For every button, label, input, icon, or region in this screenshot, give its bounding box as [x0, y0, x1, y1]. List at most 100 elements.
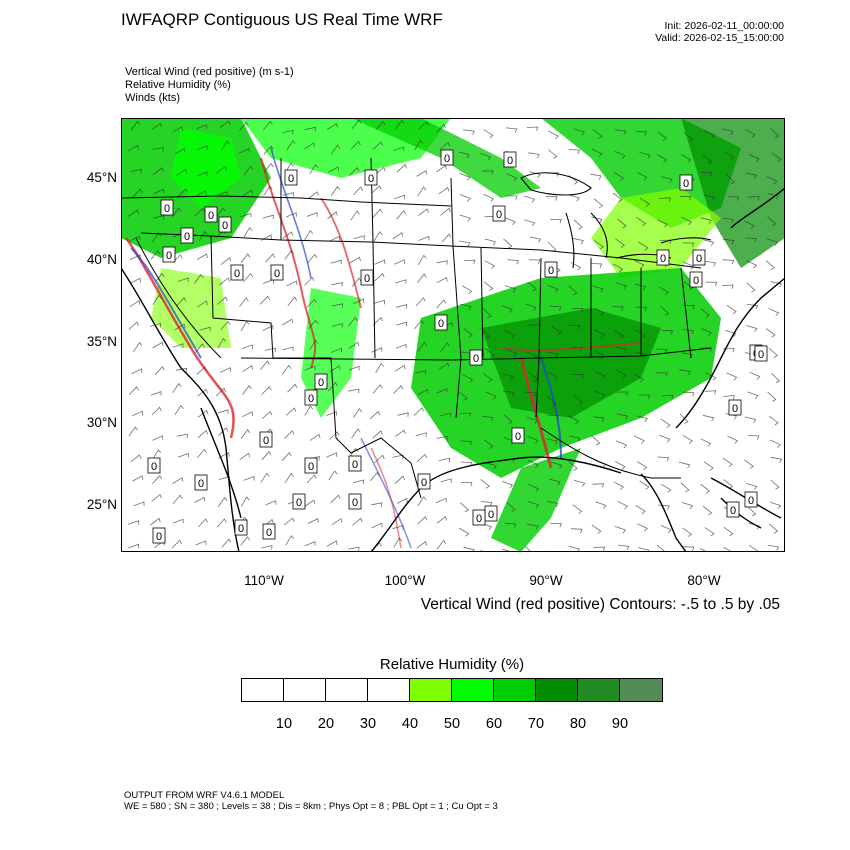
wind-barb	[326, 452, 338, 458]
wind-barb	[307, 517, 319, 524]
wind-barb	[261, 450, 272, 461]
svg-text:0: 0	[352, 497, 358, 509]
station-marker: 0	[204, 206, 218, 223]
svg-text:0: 0	[352, 459, 358, 471]
wind-barb	[393, 194, 405, 200]
wind-barb	[528, 259, 541, 264]
colorbar-label: 50	[443, 716, 461, 732]
station-marker: 0	[503, 151, 517, 168]
station-marker: 0	[692, 249, 706, 266]
wind-barb	[197, 409, 209, 418]
wind-barb	[350, 140, 361, 150]
wind-barb	[177, 277, 189, 283]
wind-barb	[704, 260, 717, 267]
wind-barb	[438, 457, 451, 463]
wind-barb	[506, 195, 518, 200]
wind-barb	[417, 388, 429, 395]
wind-barb	[661, 394, 674, 400]
svg-text:0: 0	[696, 253, 702, 265]
svg-text:0: 0	[444, 153, 450, 165]
wind-barb	[436, 260, 448, 265]
wind-barb	[482, 308, 492, 319]
wind-barb	[485, 391, 497, 400]
wind-barb	[216, 191, 228, 196]
wind-barb	[304, 405, 314, 416]
wind-barb	[374, 259, 386, 265]
wind-barb	[548, 130, 559, 140]
wind-barb	[240, 212, 252, 218]
wind-barb	[765, 260, 775, 271]
wind-barb	[637, 523, 648, 532]
lat-label-40n: 40°N	[86, 252, 117, 267]
wind-barb	[459, 173, 471, 181]
wind-barb	[722, 457, 733, 468]
wind-barb	[768, 415, 779, 426]
wind-barb	[418, 235, 430, 241]
svg-text:0: 0	[488, 509, 494, 521]
wind-barb	[261, 410, 273, 420]
wind-barb	[436, 435, 448, 441]
wind-barb	[282, 318, 294, 326]
wind-barb	[198, 230, 208, 242]
wind-barb	[152, 435, 164, 441]
wind-barb	[771, 373, 781, 384]
wind-barb	[174, 404, 184, 416]
wind-barb	[306, 212, 318, 217]
wind-barb	[747, 435, 760, 440]
wind-barb	[613, 172, 625, 182]
svg-text:0: 0	[693, 275, 699, 287]
legend-title: Relative Humidity (%)	[379, 656, 525, 673]
wind-barb	[591, 435, 601, 446]
station-marker: 0	[270, 264, 284, 281]
svg-text:0: 0	[507, 155, 513, 167]
station-marker: 0	[304, 389, 318, 406]
wind-barb	[617, 500, 629, 510]
wind-barb	[656, 154, 668, 163]
wind-barb	[218, 452, 230, 459]
wind-barb	[501, 373, 514, 381]
wind-barb	[241, 411, 253, 418]
wind-barb	[327, 381, 338, 392]
svg-text:0: 0	[266, 527, 272, 539]
wind-barb	[304, 126, 316, 132]
wind-barb	[682, 546, 695, 552]
wind-barb	[375, 166, 386, 175]
wind-barb	[217, 496, 228, 507]
wind-barb	[481, 328, 490, 339]
svg-text:0: 0	[222, 220, 228, 232]
wind-barb	[747, 391, 759, 399]
wind-barb	[129, 254, 141, 260]
wind-barb	[286, 280, 298, 287]
wind-barb	[568, 324, 581, 330]
wind-barb	[591, 524, 602, 534]
wind-barb	[638, 547, 650, 552]
wind-barb	[177, 188, 188, 197]
wind-barb	[304, 276, 315, 286]
wind-barb	[243, 227, 253, 238]
wind-barb	[128, 321, 139, 330]
wind-barb	[392, 232, 404, 240]
wind-barb	[262, 214, 274, 220]
wind-barb	[439, 141, 450, 150]
wind-barb	[594, 329, 605, 338]
wind-barb	[374, 454, 385, 464]
wind-barb	[546, 352, 559, 358]
wind-barb	[264, 347, 277, 353]
wind-barb	[683, 261, 695, 270]
wind-barb	[281, 451, 292, 462]
wind-barb	[681, 502, 694, 510]
wind-barb	[639, 480, 650, 490]
lon-label-90w: 90°W	[529, 573, 563, 588]
wind-barb	[128, 209, 139, 217]
wind-barb	[171, 539, 182, 549]
colorbar-label: 70	[527, 716, 545, 732]
wind-barb	[328, 166, 340, 173]
wind-barb	[436, 276, 448, 284]
wind-barb	[636, 216, 647, 227]
wind-barb	[263, 162, 274, 173]
wind-barb	[659, 197, 671, 202]
wind-barb	[396, 321, 408, 327]
svg-text:0: 0	[234, 268, 240, 280]
wind-barb	[483, 281, 494, 292]
